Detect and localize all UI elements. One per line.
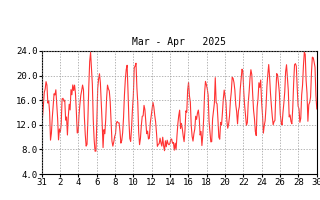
Text: Mar - Apr   2025: Mar - Apr 2025 (132, 37, 226, 47)
Text: Outside Temperature (C): Outside Temperature (C) (74, 8, 246, 21)
